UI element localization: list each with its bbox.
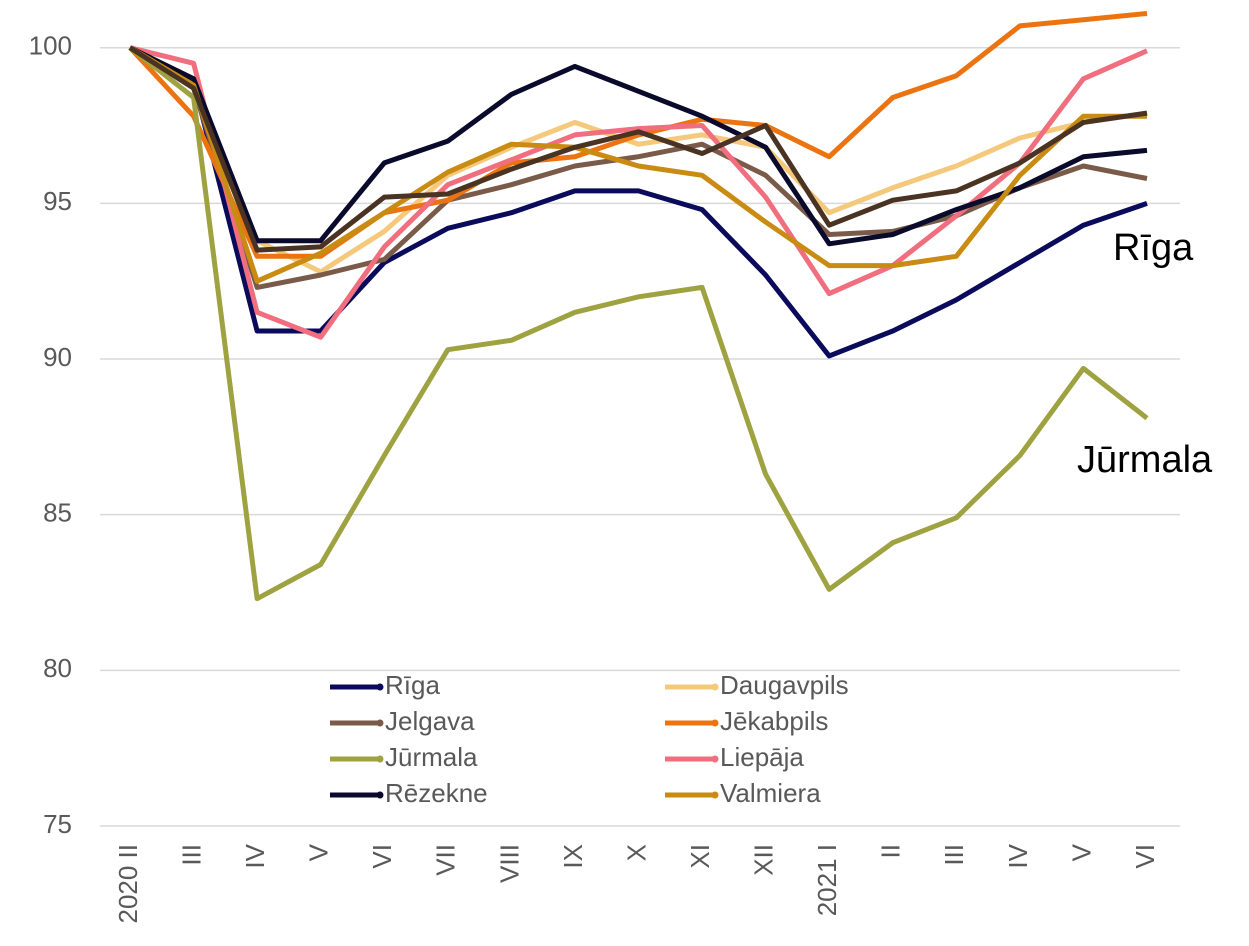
series-line (128, 45, 1148, 253)
legend-marker (376, 755, 384, 763)
y-tick-label: 100 (29, 31, 72, 61)
y-tick-label: 85 (43, 498, 72, 528)
x-tick-label: VI (367, 844, 397, 869)
x-tick-label: XII (749, 844, 779, 876)
legend-marker (711, 755, 719, 763)
annotation: Jūrmala (1077, 439, 1213, 481)
series-line (128, 45, 1149, 602)
legend-marker (376, 683, 384, 691)
series-line (128, 45, 1147, 284)
legend-label: Rēzekne (385, 778, 488, 808)
legend-label: Jēkabpils (720, 706, 828, 736)
legend-label: Liepāja (720, 742, 804, 772)
y-tick-label: 75 (43, 809, 72, 839)
x-tick-label: XI (685, 844, 715, 869)
legend-marker (376, 719, 384, 727)
legend-label: Rīga (385, 670, 440, 700)
x-tick-label: VI (1130, 844, 1160, 869)
x-tick-label: X (621, 844, 651, 861)
x-tick-label: 2021 I (812, 844, 842, 916)
y-tick-label: 80 (43, 653, 72, 683)
x-tick-label: V (1066, 843, 1096, 861)
series-line (128, 11, 1148, 259)
legend-marker (711, 719, 719, 727)
legend-marker (711, 791, 719, 799)
legend-label: Valmiera (720, 778, 821, 808)
x-tick-label: V (304, 843, 334, 861)
x-tick-label: IV (1003, 843, 1033, 868)
legend-label: Daugavpils (720, 670, 849, 700)
series-line (128, 45, 1148, 247)
x-tick-label: VII (431, 844, 461, 876)
series-line (129, 45, 1149, 340)
legend-label: Jelgava (385, 706, 475, 736)
legend-marker (711, 683, 719, 691)
x-tick-label: IX (558, 844, 588, 869)
x-tick-label: IV (240, 843, 270, 868)
x-tick-label: II (876, 844, 906, 858)
x-tick-label: 2020 II (113, 844, 143, 924)
y-tick-label: 95 (43, 186, 72, 216)
legend-marker (376, 791, 384, 799)
y-tick-label: 90 (43, 342, 72, 372)
x-tick-label: VIII (494, 844, 524, 883)
series-line (128, 45, 1148, 290)
x-tick-label: III (939, 844, 969, 866)
series-line (128, 45, 1148, 275)
x-tick-label: III (176, 844, 206, 866)
annotation: Rīga (1113, 227, 1194, 269)
legend-label: Jūrmala (385, 742, 478, 772)
